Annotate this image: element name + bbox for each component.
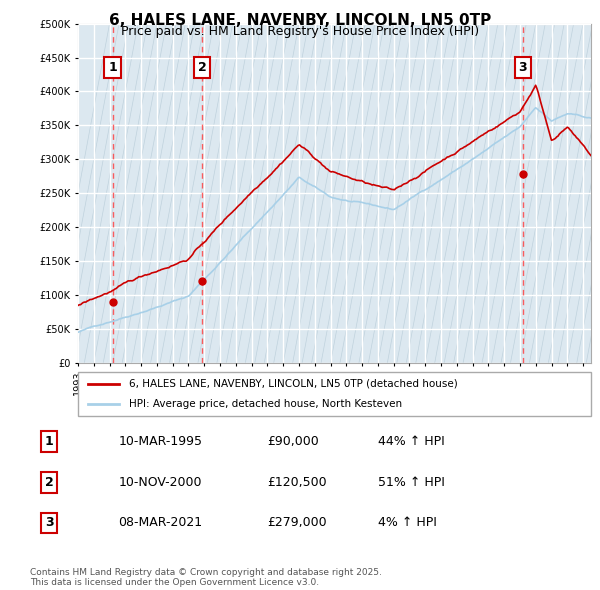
FancyBboxPatch shape bbox=[78, 372, 591, 416]
Text: 6, HALES LANE, NAVENBY, LINCOLN, LN5 0TP (detached house): 6, HALES LANE, NAVENBY, LINCOLN, LN5 0TP… bbox=[130, 379, 458, 389]
Text: 3: 3 bbox=[45, 516, 53, 529]
Text: 51% ↑ HPI: 51% ↑ HPI bbox=[378, 476, 445, 489]
Text: 10-MAR-1995: 10-MAR-1995 bbox=[118, 435, 202, 448]
Text: Contains HM Land Registry data © Crown copyright and database right 2025.
This d: Contains HM Land Registry data © Crown c… bbox=[30, 568, 382, 587]
Text: 4% ↑ HPI: 4% ↑ HPI bbox=[378, 516, 437, 529]
Text: 3: 3 bbox=[518, 61, 527, 74]
Text: HPI: Average price, detached house, North Kesteven: HPI: Average price, detached house, Nort… bbox=[130, 399, 403, 409]
Text: 44% ↑ HPI: 44% ↑ HPI bbox=[378, 435, 445, 448]
Text: 2: 2 bbox=[197, 61, 206, 74]
Text: 2: 2 bbox=[45, 476, 53, 489]
Text: 6, HALES LANE, NAVENBY, LINCOLN, LN5 0TP: 6, HALES LANE, NAVENBY, LINCOLN, LN5 0TP bbox=[109, 13, 491, 28]
Text: 1: 1 bbox=[108, 61, 117, 74]
Text: £90,000: £90,000 bbox=[268, 435, 319, 448]
Text: 08-MAR-2021: 08-MAR-2021 bbox=[118, 516, 202, 529]
Text: £120,500: £120,500 bbox=[268, 476, 327, 489]
Text: 10-NOV-2000: 10-NOV-2000 bbox=[118, 476, 202, 489]
Text: 1: 1 bbox=[45, 435, 53, 448]
Text: £279,000: £279,000 bbox=[268, 516, 327, 529]
Text: Price paid vs. HM Land Registry's House Price Index (HPI): Price paid vs. HM Land Registry's House … bbox=[121, 25, 479, 38]
